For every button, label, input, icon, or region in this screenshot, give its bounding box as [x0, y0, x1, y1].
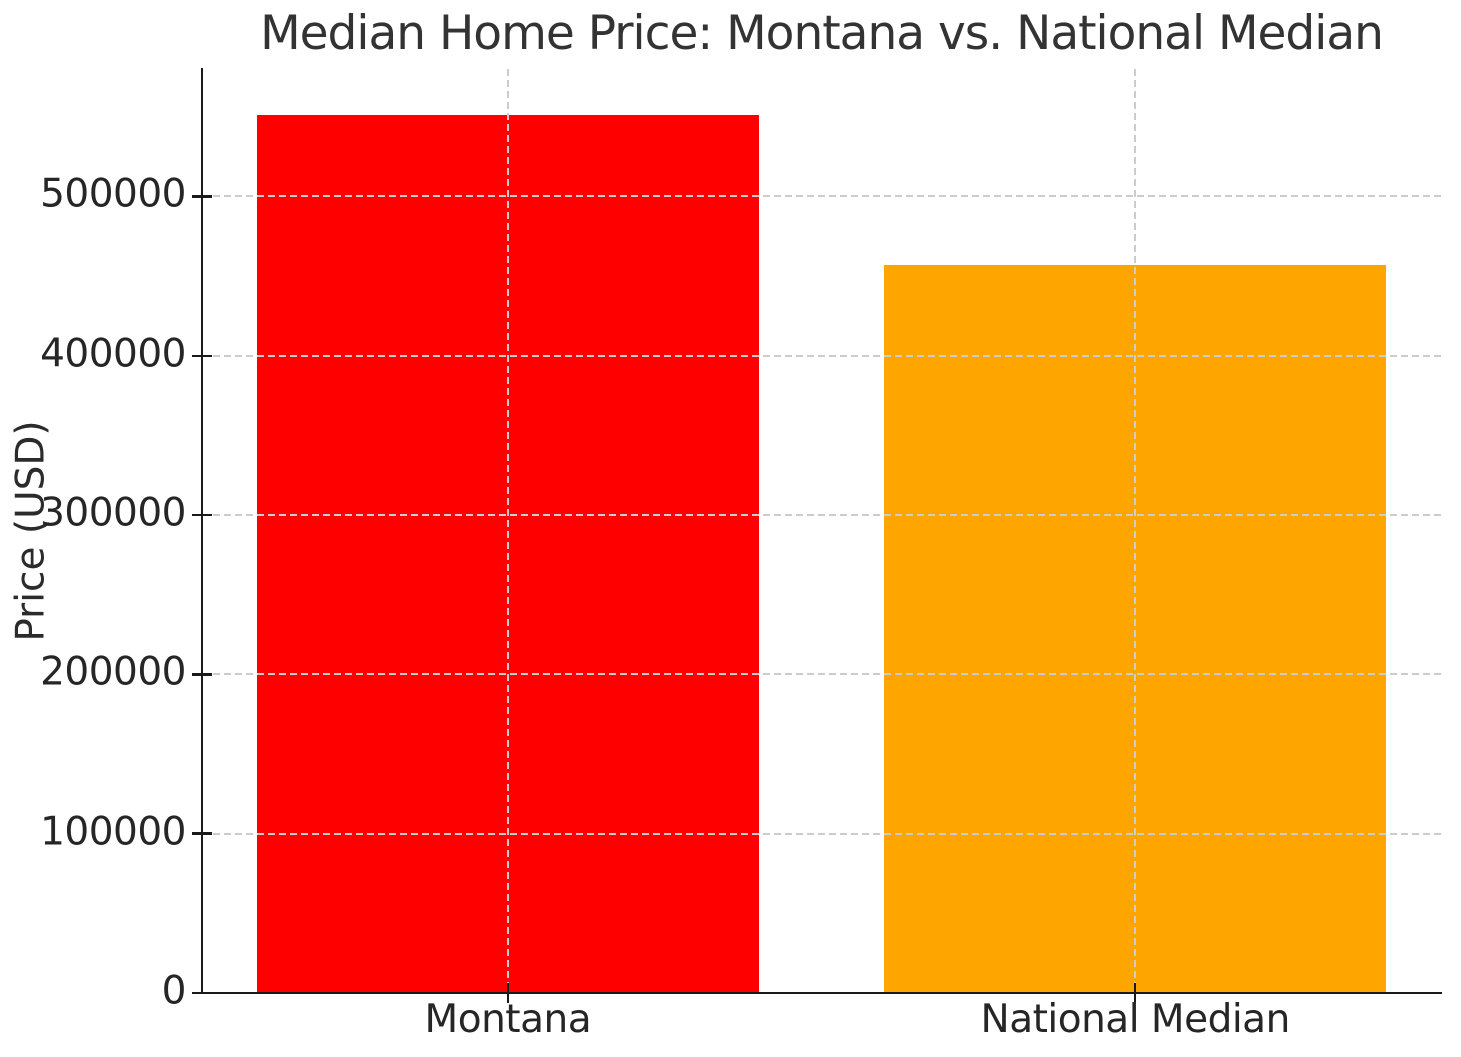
y-tick-label-300000: 300000 — [40, 490, 186, 536]
gridline-y-400000 — [202, 354, 1441, 357]
chart-title: Median Home Price: Montana vs. National … — [260, 6, 1384, 61]
gridline-y-500000 — [202, 195, 1441, 198]
y-tick-mark-100000 — [192, 832, 212, 835]
y-tick-mark-0 — [192, 991, 212, 995]
gridline-y-200000 — [202, 673, 1441, 676]
y-tick-label-400000: 400000 — [40, 331, 186, 377]
gridline-y-100000 — [202, 832, 1441, 835]
y-tick-label-200000: 200000 — [40, 650, 186, 696]
gridline-x-montana — [506, 69, 509, 993]
x-tick-mark-national-median — [1133, 982, 1137, 1003]
y-tick-mark-200000 — [192, 673, 212, 676]
gridline-y-300000 — [202, 514, 1441, 517]
y-axis-line — [200, 68, 203, 993]
x-tick-label-montana: Montana — [424, 997, 592, 1042]
x-axis-line — [200, 991, 1442, 994]
y-tick-label-100000: 100000 — [40, 809, 186, 855]
x-tick-mark-montana — [506, 982, 510, 1003]
y-tick-label-500000: 500000 — [40, 172, 186, 218]
y-tick-label-0: 0 — [161, 968, 187, 1014]
x-tick-label-national-median: National Median — [980, 997, 1291, 1042]
y-tick-mark-500000 — [192, 195, 212, 198]
gridline-x-national-median — [1134, 69, 1137, 993]
y-tick-mark-400000 — [192, 354, 212, 357]
y-tick-mark-300000 — [192, 513, 212, 517]
